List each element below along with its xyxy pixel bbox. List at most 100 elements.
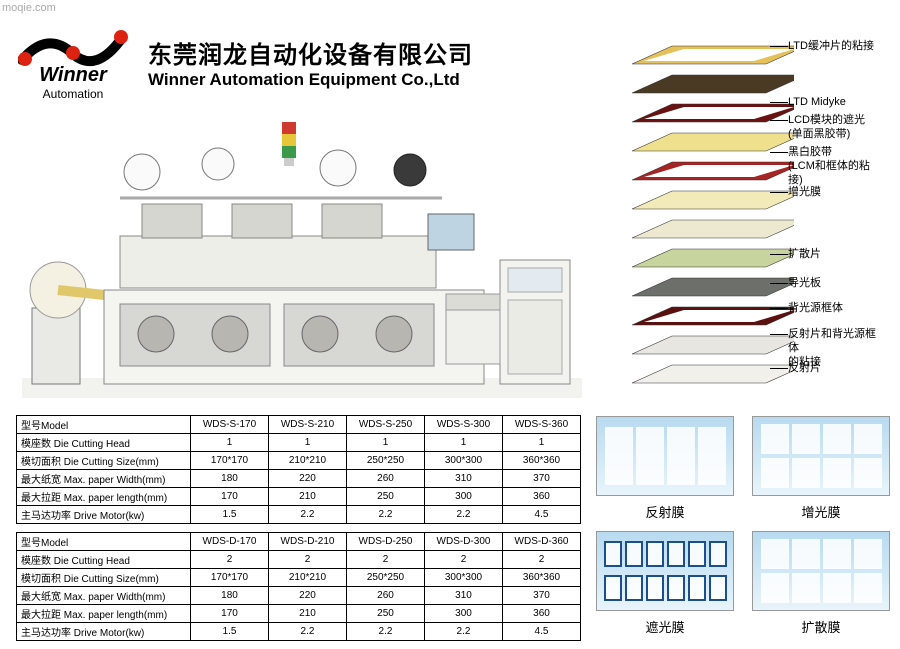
cell: WDS-S-250 (347, 416, 425, 434)
cell: WDS-D-360 (503, 533, 581, 551)
cell: 4.5 (503, 506, 581, 524)
cell: 310 (425, 470, 503, 488)
cell: 1 (425, 434, 503, 452)
cell: 210 (269, 605, 347, 623)
cell: 2 (191, 551, 269, 569)
cell: 360 (503, 605, 581, 623)
cell: 220 (269, 470, 347, 488)
cell: 2.2 (425, 623, 503, 641)
cell: 2.2 (425, 506, 503, 524)
cell: 250*250 (347, 569, 425, 587)
cell: 220 (269, 587, 347, 605)
row-header: 最大纸宽 Max. paper Width(mm) (17, 587, 191, 605)
cell: WDS-D-170 (191, 533, 269, 551)
diagram-label: 黑白胶带(LCM和框体的粘接) (788, 146, 884, 187)
cell: 1.5 (191, 506, 269, 524)
cell: 2 (425, 551, 503, 569)
cell: 1 (191, 434, 269, 452)
cell: 300 (425, 488, 503, 506)
row-header: 型号Model (17, 533, 191, 551)
diagram-label: 反射片 (788, 362, 884, 376)
sample-label: 扩散膜 (752, 617, 890, 636)
cell: 360*360 (503, 569, 581, 587)
machine-illustration (22, 118, 582, 406)
cell: 2.2 (269, 623, 347, 641)
sample-label: 增光膜 (752, 502, 890, 521)
cell: 4.5 (503, 623, 581, 641)
company-name-en: Winner Automation Equipment Co.,Ltd (148, 70, 473, 90)
sample-image (596, 416, 734, 496)
sample-image (752, 531, 890, 611)
sample-image (596, 531, 734, 611)
sample-card: 扩散膜 (752, 531, 890, 636)
row-header: 最大拉距 Max. paper length(mm) (17, 605, 191, 623)
diagram-label: LTD缓冲片的粘接 (788, 40, 884, 54)
cell: 2.2 (347, 623, 425, 641)
diagram-label: 增光膜 (788, 186, 884, 200)
cell: 210 (269, 488, 347, 506)
row-header: 最大拉距 Max. paper length(mm) (17, 488, 191, 506)
diagram-label: 背光源框体 (788, 302, 884, 316)
sample-grid: 反射膜增光膜 遮光膜扩散膜 (596, 416, 890, 646)
watermark: moqie.com (2, 2, 56, 14)
diagram-label: LCD模块的遮光(单面黑胶带) (788, 114, 884, 142)
cell: 250 (347, 605, 425, 623)
cell: 1 (347, 434, 425, 452)
cell: 1.5 (191, 623, 269, 641)
cell: 2 (347, 551, 425, 569)
row-header: 主马达功率 Drive Motor(kw) (17, 506, 191, 524)
cell: 300*300 (425, 569, 503, 587)
logo-sub: Automation (43, 87, 104, 101)
sample-image (752, 416, 890, 496)
row-header: 模切面积 Die Cutting Size(mm) (17, 569, 191, 587)
logo: Winner Automation (18, 24, 128, 101)
cell: WDS-D-210 (269, 533, 347, 551)
company-block: 东莞润龙自动化设备有限公司 Winner Automation Equipmen… (148, 35, 473, 90)
cell: WDS-S-170 (191, 416, 269, 434)
cell: 1 (503, 434, 581, 452)
row-header: 主马达功率 Drive Motor(kw) (17, 623, 191, 641)
cell: WDS-D-250 (347, 533, 425, 551)
cell: 250 (347, 488, 425, 506)
cell: 300 (425, 605, 503, 623)
exploded-diagram: LTD缓冲片的粘接 LTD Midyke LCD模块的遮光(单面黑胶带) 黑白胶带(L… (614, 36, 884, 414)
sample-label: 反射膜 (596, 502, 734, 521)
sample-card: 增光膜 (752, 416, 890, 521)
cell: WDS-D-300 (425, 533, 503, 551)
cell: 2.2 (269, 506, 347, 524)
row-header: 模切面积 Die Cutting Size(mm) (17, 452, 191, 470)
company-name-cn: 东莞润龙自动化设备有限公司 (148, 35, 473, 70)
cell: 170 (191, 605, 269, 623)
diagram-label: 导光板 (788, 277, 884, 291)
spec-tables: 型号ModelWDS-S-170WDS-S-210WDS-S-250WDS-S-… (16, 415, 581, 649)
cell: 170*170 (191, 452, 269, 470)
cell: 170 (191, 488, 269, 506)
header: Winner Automation 东莞润龙自动化设备有限公司 Winner A… (18, 24, 473, 101)
cell: 310 (425, 587, 503, 605)
row-header: 型号Model (17, 416, 191, 434)
cell: 2 (503, 551, 581, 569)
sample-label: 遮光膜 (596, 617, 734, 636)
cell: 260 (347, 587, 425, 605)
sample-card: 遮光膜 (596, 531, 734, 636)
cell: 360*360 (503, 452, 581, 470)
cell: WDS-S-300 (425, 416, 503, 434)
cell: 370 (503, 470, 581, 488)
cell: WDS-S-210 (269, 416, 347, 434)
cell: 250*250 (347, 452, 425, 470)
cell: 210*210 (269, 569, 347, 587)
logo-swoosh (18, 24, 128, 68)
row-header: 模座数 Die Cutting Head (17, 551, 191, 569)
cell: 170*170 (191, 569, 269, 587)
cell: 2 (269, 551, 347, 569)
sample-card: 反射膜 (596, 416, 734, 521)
spec-table-s: 型号ModelWDS-S-170WDS-S-210WDS-S-250WDS-S-… (16, 415, 581, 524)
spec-table-d: 型号ModelWDS-D-170WDS-D-210WDS-D-250WDS-D-… (16, 532, 581, 641)
row-header: 最大纸宽 Max. paper Width(mm) (17, 470, 191, 488)
diagram-label: LTD Midyke (788, 96, 884, 110)
diagram-label: 扩散片 (788, 248, 884, 262)
cell: 260 (347, 470, 425, 488)
cell: 210*210 (269, 452, 347, 470)
row-header: 模座数 Die Cutting Head (17, 434, 191, 452)
cell: 180 (191, 470, 269, 488)
